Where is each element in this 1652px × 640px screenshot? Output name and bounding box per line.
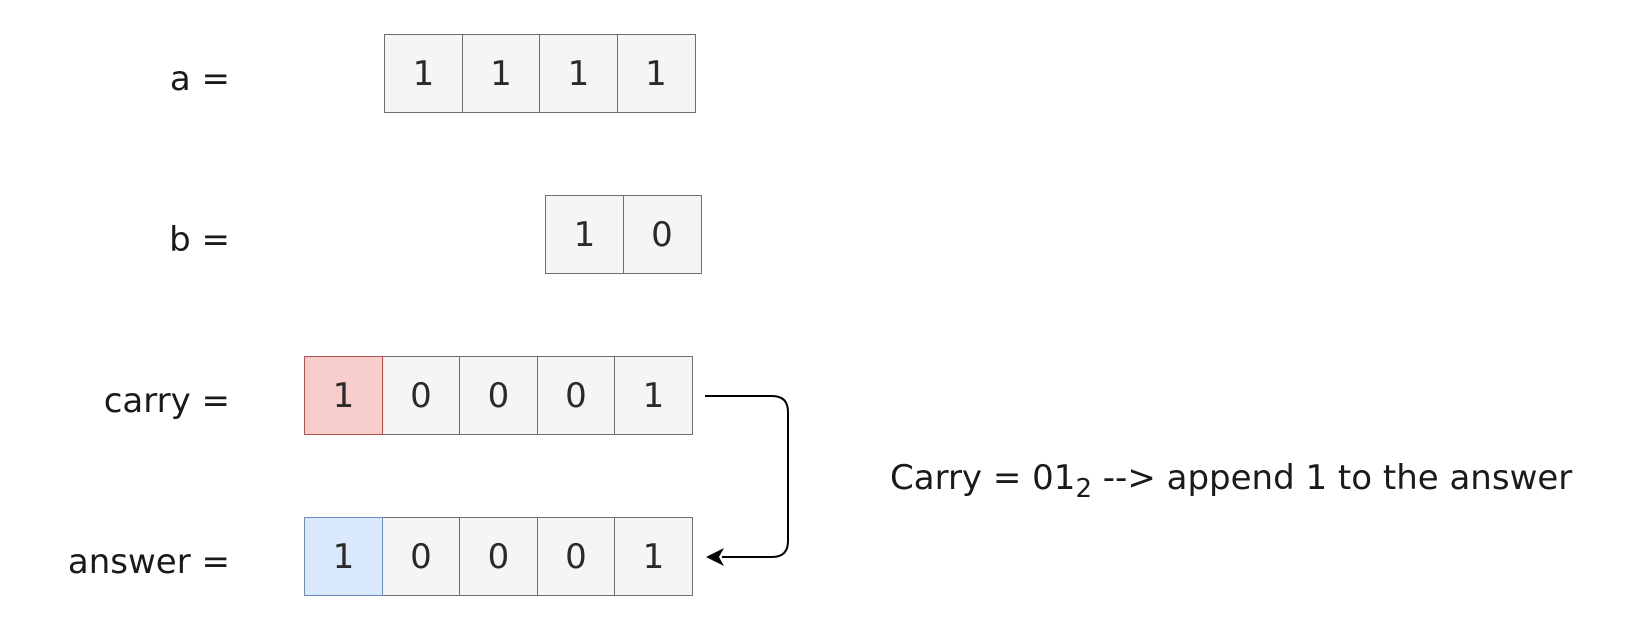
bit-cell: 0 [459,517,538,596]
answer-highlight-cell: 1 [304,517,383,596]
row-label-answer: answer = [67,542,230,582]
row-label-a: a = [169,59,230,99]
bit-cell: 1 [545,195,624,274]
row-label-b: b = [169,220,230,260]
note-prefix: Carry = 01 [890,458,1076,498]
bit-array-answer: 1 0 0 0 1 [304,517,693,597]
bit-cell: 1 [614,356,693,435]
bit-cell: 1 [616,34,696,113]
bit-cell: 0 [381,356,461,435]
carry-note: Carry = 012 --> append 1 to the answer [890,455,1572,512]
carry-highlight-cell: 1 [304,356,383,435]
arrow-head-icon [706,548,724,566]
bit-array-carry: 1 0 0 0 1 [304,356,693,436]
bit-cell: 0 [622,195,702,274]
bit-array-a: 1 1 1 1 [384,34,696,114]
bit-cell: 1 [384,34,463,113]
bit-cell: 0 [536,517,616,596]
bit-cell: 0 [536,356,616,435]
row-label-carry: carry = [103,381,230,421]
bit-cell: 1 [461,34,541,113]
arrow-path [705,395,789,558]
bit-cell: 1 [539,34,618,113]
bit-cell: 0 [381,517,461,596]
note-suffix: --> append 1 to the answer [1091,458,1573,498]
note-base-subscript: 2 [1075,474,1092,504]
bit-array-b: 1 0 [545,195,702,275]
bit-cell: 1 [614,517,693,596]
bit-cell: 0 [459,356,538,435]
